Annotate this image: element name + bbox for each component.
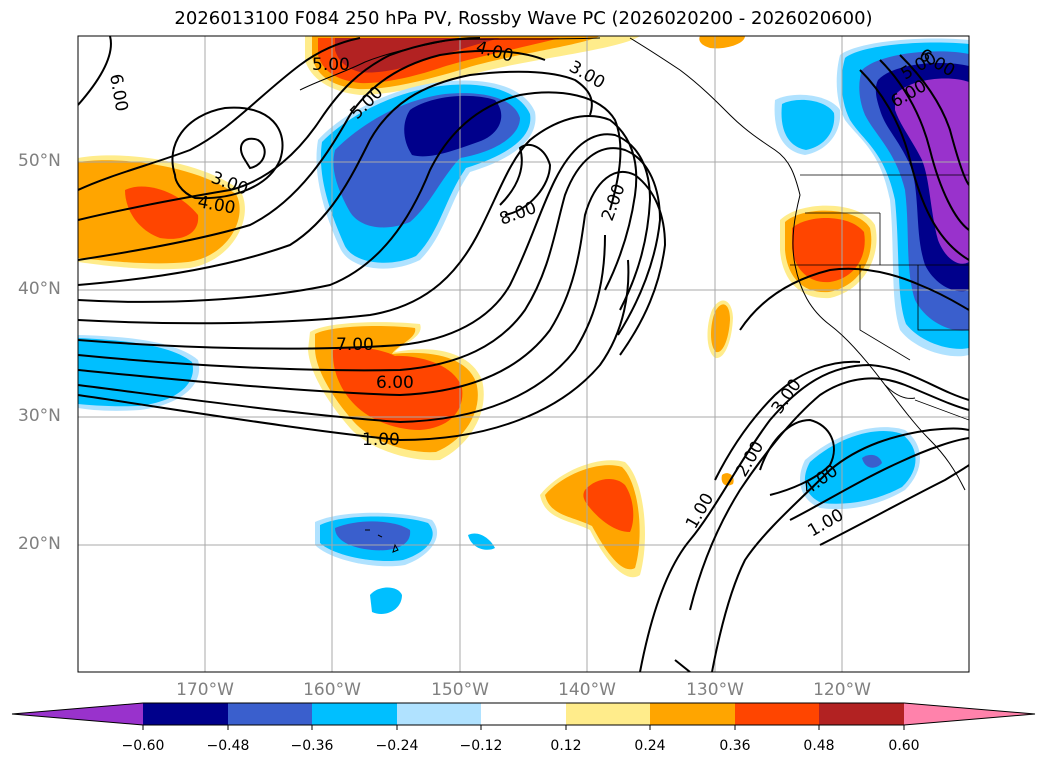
contour-labels: 6.00 5.00 4.00 3.00 5.00 3.00 4.00 8.00 … (105, 38, 958, 542)
lat-label: 40°N (18, 279, 61, 299)
lon-label: 130°W (686, 680, 744, 700)
contour-label: 7.00 (336, 335, 374, 355)
colorbar-tick-label: 0.48 (803, 738, 835, 754)
colorbar-segment (481, 703, 566, 725)
colorbar-segment (566, 703, 650, 725)
colorbar-segment (228, 703, 312, 725)
contour-label: 5.00 (312, 55, 350, 75)
colorbar-extend-high (904, 703, 1035, 725)
contours (78, 36, 969, 672)
map-plot-area: 6.00 5.00 4.00 3.00 5.00 3.00 4.00 8.00 … (78, 36, 969, 672)
borders (790, 174, 969, 421)
chart-title: 2026013100 F084 250 hPa PV, Rossby Wave … (174, 8, 873, 29)
plot-frame (77, 35, 970, 673)
colorbar-segment (735, 703, 819, 725)
colorbar-tick-label: −0.12 (459, 738, 503, 754)
lat-label: 20°N (18, 534, 61, 554)
colorbar-tick-label: 0.24 (634, 738, 666, 754)
colorbar (11, 702, 1036, 730)
colorbar-segment (143, 703, 228, 725)
colorbar-tick-label: −0.48 (206, 738, 250, 754)
colorbar-tick-label: 0.12 (550, 738, 582, 754)
colorbar-segment (312, 703, 397, 725)
contour-label: 6.00 (376, 373, 414, 393)
lon-label: 140°W (558, 680, 616, 700)
pv-shading (78, 36, 969, 615)
colorbar-tick-label: 0.60 (888, 738, 920, 754)
lon-label: 120°W (813, 680, 871, 700)
colorbar-extend-low (12, 703, 143, 725)
colorbar-segment (650, 703, 735, 725)
colorbar-segment (397, 703, 481, 725)
colorbar-tick-label: −0.24 (375, 738, 419, 754)
colorbar-tick-label: −0.60 (121, 738, 165, 754)
lat-label: 30°N (18, 406, 61, 426)
lon-label: 160°W (303, 680, 361, 700)
colorbar-segment (819, 703, 904, 725)
lon-label: 150°W (431, 680, 489, 700)
colorbar-tick-label: 0.36 (719, 738, 751, 754)
lat-label: 50°N (18, 151, 61, 171)
lon-label: 170°W (176, 680, 234, 700)
contour-label: 1.00 (362, 430, 400, 450)
colorbar-tick-label: −0.36 (290, 738, 334, 754)
